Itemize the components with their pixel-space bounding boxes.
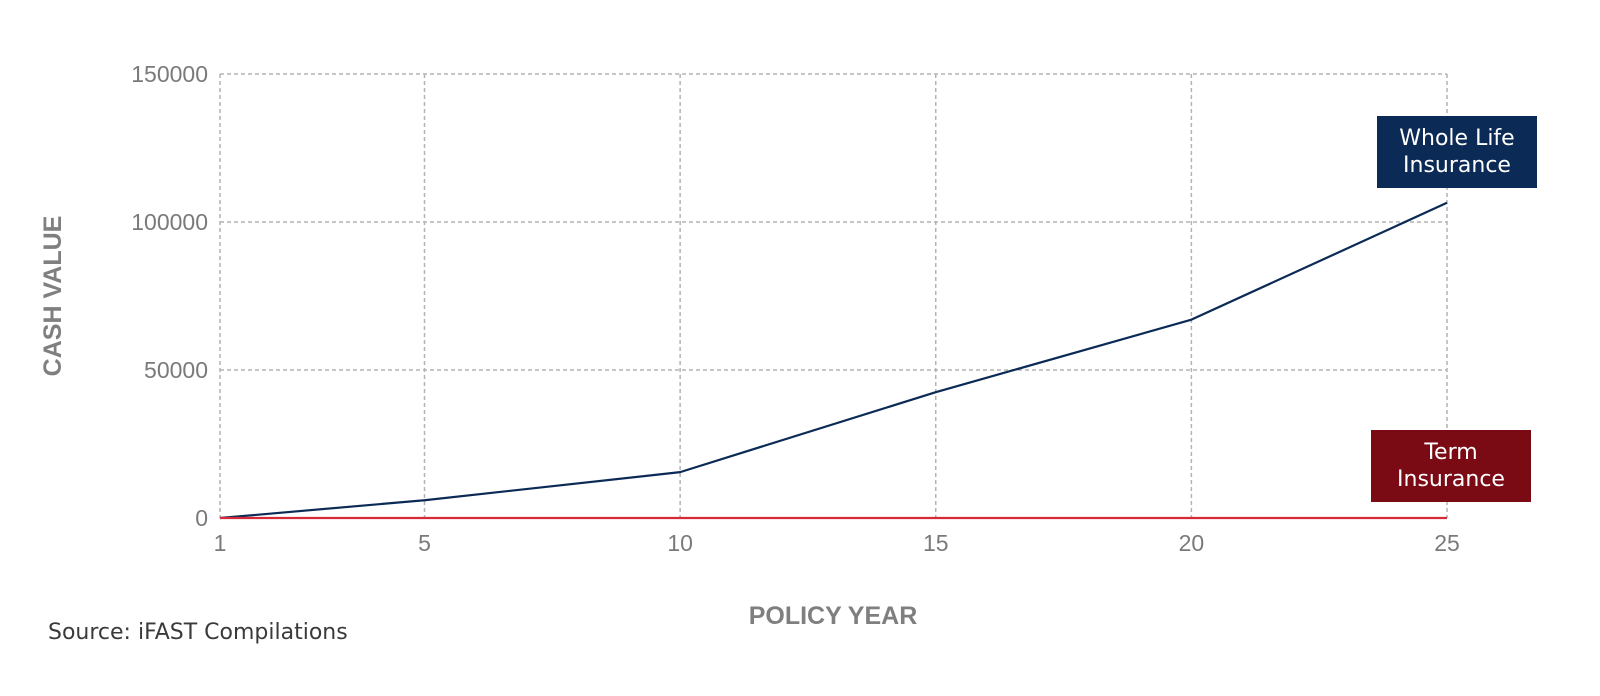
y-tick-label: 150000 [131,61,208,87]
x-tick-label: 10 [667,530,693,556]
series-label-text: Term Insurance [1397,440,1505,492]
x-tick-labels: 1 5 10 15 20 25 [214,530,1460,556]
series-lines [219,201,1448,520]
x-tick-label: 20 [1179,530,1205,556]
y-tick-labels: 0 50000 100000 150000 [131,61,208,531]
y-tick-label: 0 [195,505,208,531]
x-axis-title: POLICY YEAR [749,602,918,630]
grid [219,73,1448,519]
y-axis-title: CASH VALUE [39,216,67,377]
series-line-whole-life [219,201,1448,520]
x-tick-label: 1 [214,530,227,556]
x-tick-label: 25 [1434,530,1460,556]
series-label-text: Whole Life Insurance [1399,126,1515,178]
x-tick-label: 5 [418,530,431,556]
series-label-whole-life: Whole Life Insurance [1377,116,1537,188]
y-tick-label: 100000 [131,209,208,235]
x-tick-label: 15 [923,530,949,556]
y-tick-label: 50000 [144,357,208,383]
source-note: Source: iFAST Compilations [48,620,348,645]
series-label-term: Term Insurance [1371,430,1531,502]
